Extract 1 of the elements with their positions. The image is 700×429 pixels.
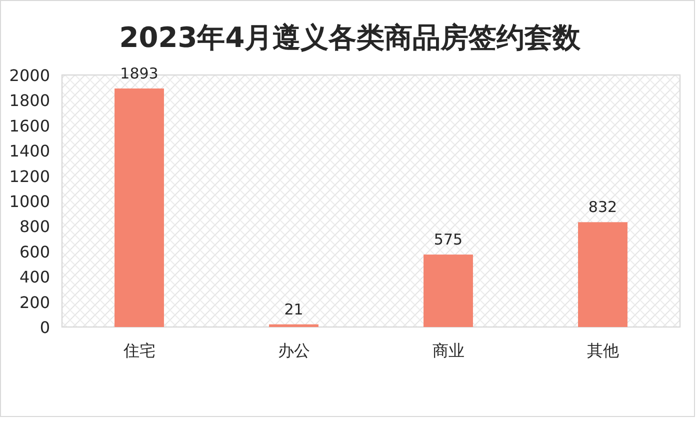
title: 2023年4月遵义各类商品房签约套数 bbox=[119, 21, 581, 54]
